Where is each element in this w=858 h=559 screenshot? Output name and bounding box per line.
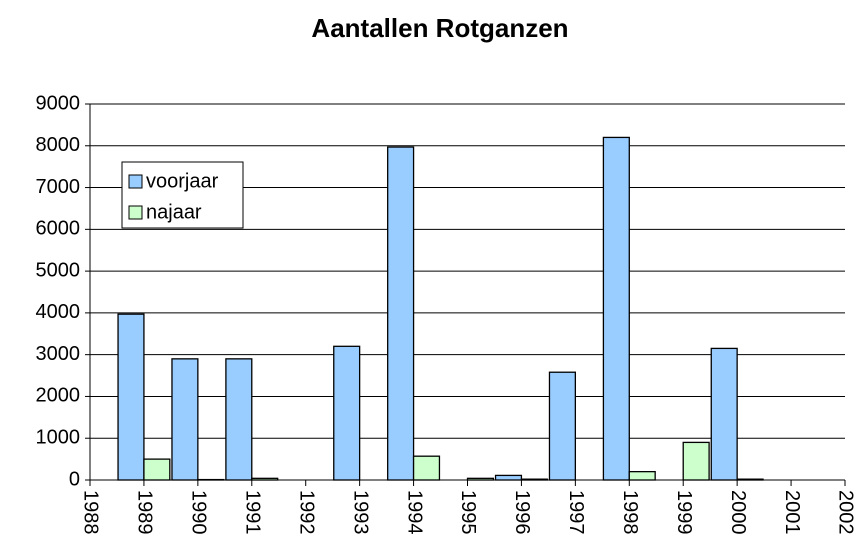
bar <box>629 472 655 480</box>
bar <box>172 359 198 480</box>
bar <box>603 137 629 480</box>
y-tick-label: 9000 <box>36 92 81 114</box>
bar <box>226 359 252 480</box>
y-tick-label: 3000 <box>36 343 81 365</box>
bar <box>334 346 360 480</box>
bar <box>144 459 170 480</box>
y-tick-label: 5000 <box>36 259 81 281</box>
x-tick-label: 1993 <box>349 490 371 535</box>
x-tick-label: 2000 <box>727 490 749 535</box>
x-tick-label: 1990 <box>188 490 210 535</box>
x-tick-label: 1992 <box>295 490 317 535</box>
x-tick-label: 1998 <box>619 490 641 535</box>
x-tick-label: 1997 <box>565 490 587 535</box>
x-tick-label: 1994 <box>403 490 425 535</box>
legend-label: najaar <box>146 201 202 223</box>
bar <box>388 147 414 480</box>
legend-swatch <box>129 206 142 219</box>
legend-swatch <box>129 175 142 188</box>
y-tick-label: 6000 <box>36 218 81 240</box>
bar <box>118 314 144 480</box>
x-tick-label: 1988 <box>80 490 102 535</box>
y-tick-label: 7000 <box>36 176 81 198</box>
x-tick-label: 2001 <box>781 490 803 535</box>
bar <box>549 372 575 480</box>
y-tick-label: 0 <box>69 468 80 490</box>
bar <box>496 475 522 480</box>
y-tick-label: 8000 <box>36 134 81 156</box>
x-tick-label: 1991 <box>242 490 264 535</box>
y-tick-label: 4000 <box>36 301 81 323</box>
x-tick-label: 1996 <box>511 490 533 535</box>
x-tick-label: 1995 <box>457 490 479 535</box>
legend-label: voorjaar <box>146 170 219 192</box>
y-tick-label: 2000 <box>36 385 81 407</box>
x-tick-label: 2002 <box>835 490 857 535</box>
y-tick-label: 1000 <box>36 427 81 449</box>
x-tick-label: 1999 <box>673 490 695 535</box>
bar <box>683 442 709 480</box>
bar <box>711 348 737 480</box>
bar <box>414 456 440 480</box>
x-tick-label: 1989 <box>134 490 156 535</box>
chart-title: Aantallen Rotganzen <box>311 13 568 43</box>
